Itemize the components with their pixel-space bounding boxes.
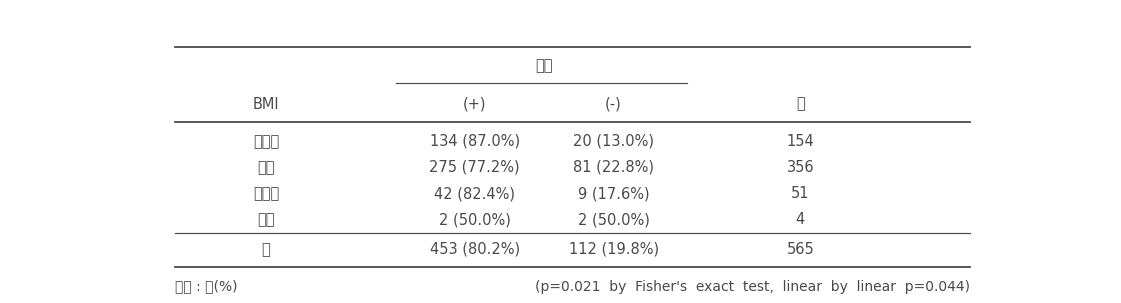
Text: 저체중: 저체중 — [253, 134, 279, 149]
Text: 134 (87.0%): 134 (87.0%) — [429, 134, 520, 149]
Text: 9 (17.6%): 9 (17.6%) — [577, 186, 649, 201]
Text: 20 (13.0%): 20 (13.0%) — [573, 134, 655, 149]
Text: 계: 계 — [261, 242, 270, 257]
Text: (+): (+) — [463, 97, 487, 112]
Text: 2 (50.0%): 2 (50.0%) — [438, 212, 510, 227]
Text: 항체: 항체 — [536, 58, 553, 73]
Text: 계: 계 — [796, 97, 805, 112]
Text: 565: 565 — [787, 242, 814, 257]
Text: 112 (19.8%): 112 (19.8%) — [568, 242, 659, 257]
Text: BMI: BMI — [252, 97, 279, 112]
Text: 2 (50.0%): 2 (50.0%) — [577, 212, 649, 227]
Text: 275 (77.2%): 275 (77.2%) — [429, 160, 520, 175]
Text: 단위 : 명(%): 단위 : 명(%) — [175, 280, 238, 294]
Text: 42 (82.4%): 42 (82.4%) — [434, 186, 516, 201]
Text: 81 (22.8%): 81 (22.8%) — [573, 160, 655, 175]
Text: 356: 356 — [787, 160, 814, 175]
Text: 4: 4 — [796, 212, 805, 227]
Text: 453 (80.2%): 453 (80.2%) — [429, 242, 520, 257]
Text: 정상: 정상 — [258, 160, 275, 175]
Text: 51: 51 — [791, 186, 809, 201]
Text: 과체중: 과체중 — [253, 186, 279, 201]
Text: (-): (-) — [605, 97, 622, 112]
Text: (p=0.021  by  Fisher's  exact  test,  linear  by  linear  p=0.044): (p=0.021 by Fisher's exact test, linear … — [535, 280, 970, 294]
Text: 비만: 비만 — [258, 212, 275, 227]
Text: 154: 154 — [787, 134, 814, 149]
